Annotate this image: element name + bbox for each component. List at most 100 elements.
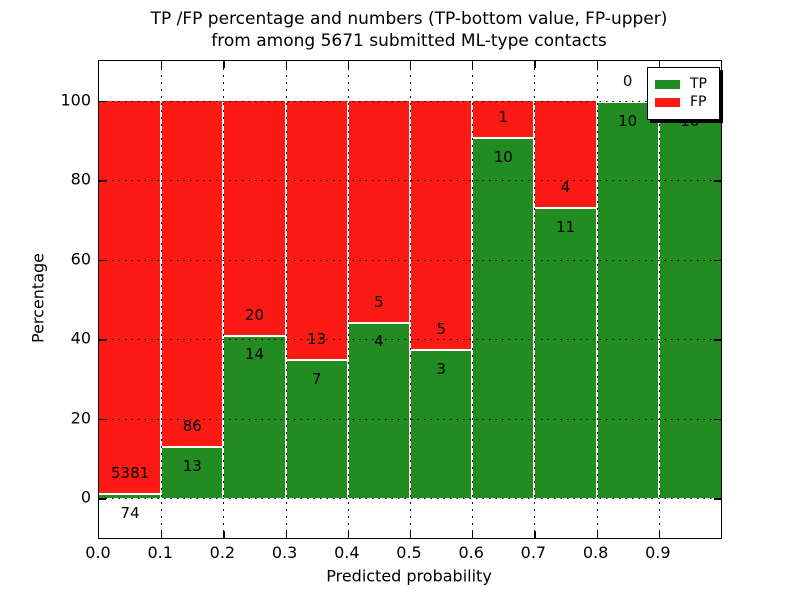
x-tick-label: 0.2 xyxy=(209,543,236,562)
x-tick-label: 0.9 xyxy=(645,543,671,562)
v-gridline xyxy=(285,61,287,538)
v-gridline xyxy=(472,61,474,538)
y-tick-mark xyxy=(99,100,106,103)
fp-legend-label: FP xyxy=(690,94,707,110)
fp-count-label: 13 xyxy=(307,330,327,349)
x-tick-mark xyxy=(410,531,412,538)
y-tick-label: 60 xyxy=(70,249,91,269)
fp-count-label: 4 xyxy=(560,177,571,196)
y-tick-mark xyxy=(714,498,721,500)
fp-count-label: 5 xyxy=(436,320,446,339)
plot-area: 538174861320141375453110411010010 TP FP xyxy=(98,60,722,539)
x-tick-mark xyxy=(534,61,536,68)
legend: TP FP xyxy=(647,67,720,120)
tp-count-label: 74 xyxy=(120,503,140,522)
x-tick-label: 0.6 xyxy=(458,543,484,562)
bar-segment-tp xyxy=(347,321,410,499)
tp-count-label: 3 xyxy=(436,360,446,379)
fp-count-label: 1 xyxy=(498,108,509,126)
x-tick-mark xyxy=(596,531,598,538)
x-tick-mark xyxy=(347,531,350,538)
x-tick-label: 0.7 xyxy=(520,543,547,562)
bar-segment-fp xyxy=(99,100,162,493)
y-tick-label: 100 xyxy=(60,90,91,110)
x-tick-label: 0.3 xyxy=(271,543,298,562)
x-tick-mark xyxy=(596,61,598,68)
bar-segment-tp xyxy=(596,100,659,499)
x-tick-label: 0.1 xyxy=(147,543,173,562)
tp-count-label: 14 xyxy=(244,345,265,364)
x-tick-mark xyxy=(472,61,474,68)
y-tick-mark xyxy=(714,418,721,421)
bar-segment-tp xyxy=(658,100,721,499)
fp-count-label: 5 xyxy=(374,292,384,311)
bar-segment-fp xyxy=(223,100,286,335)
x-axis-label: Predicted probability xyxy=(326,566,492,586)
y-tick-label: 20 xyxy=(70,408,91,428)
bar-segment-tp xyxy=(472,136,535,499)
bar-segment-tp xyxy=(534,206,597,499)
y-tick-mark xyxy=(714,339,721,341)
tp-legend-label: TP xyxy=(690,76,707,92)
fp-count-label: 0 xyxy=(622,71,633,90)
x-tick-mark xyxy=(658,61,661,68)
x-tick-mark xyxy=(658,531,661,538)
bar-segment-fp xyxy=(161,100,224,447)
y-tick-mark xyxy=(99,498,106,500)
bar-segment-fp xyxy=(347,100,410,322)
fp-count-label: 20 xyxy=(244,305,265,324)
y-tick-mark xyxy=(714,180,721,182)
x-tick-mark xyxy=(223,531,225,538)
chart-title: TP /FP percentage and numbers (TP-bottom… xyxy=(18,8,800,52)
tp-count-label: 10 xyxy=(618,111,638,130)
x-tick-mark xyxy=(410,61,412,68)
bar-segment-tp xyxy=(161,446,224,499)
x-tick-mark xyxy=(534,531,536,538)
tp-count-label: 7 xyxy=(311,370,322,388)
x-tick-mark xyxy=(161,61,163,68)
x-tick-label: 0.0 xyxy=(85,543,111,562)
v-gridline xyxy=(223,61,225,538)
tp-count-label: 11 xyxy=(555,217,576,236)
bar-segment-tp xyxy=(285,359,348,499)
v-gridline xyxy=(410,61,411,538)
x-tick-mark xyxy=(285,531,287,538)
y-tick-label: 80 xyxy=(70,169,91,189)
tp-legend-swatch xyxy=(655,80,680,89)
v-gridline xyxy=(534,61,536,538)
v-gridline xyxy=(161,61,163,538)
y-axis-label: Percentage xyxy=(28,252,48,344)
bar-segment-fp xyxy=(534,100,597,207)
legend-entry-fp: FP xyxy=(655,95,713,110)
legend-entry-tp: TP xyxy=(655,77,713,92)
y-tick-mark xyxy=(99,339,106,341)
chart-title-line2: from among 5671 submitted ML-type contac… xyxy=(211,31,607,51)
x-tick-label: 0.8 xyxy=(582,543,609,562)
x-tick-mark xyxy=(161,531,163,538)
fp-count-label: 5381 xyxy=(111,463,150,482)
bar-segment-tp xyxy=(223,334,286,499)
x-tick-label: 0.4 xyxy=(334,543,360,562)
bar-segment-tp xyxy=(99,492,162,499)
x-tick-mark xyxy=(347,61,350,68)
fp-count-label: 86 xyxy=(182,417,202,436)
y-tick-mark xyxy=(99,180,106,182)
y-tick-mark xyxy=(99,259,106,262)
x-tick-label: 0.5 xyxy=(396,543,422,562)
y-tick-mark xyxy=(99,418,106,421)
bar-segment-tp xyxy=(410,349,473,499)
x-tick-mark xyxy=(472,531,474,538)
v-gridline xyxy=(658,61,660,538)
y-tick-label: 0 xyxy=(80,487,91,507)
bar-segment-fp xyxy=(472,100,535,137)
tp-count-label: 4 xyxy=(374,332,384,351)
tp-count-label: 13 xyxy=(182,456,202,475)
v-gridline xyxy=(347,61,349,538)
tp-count-label: 10 xyxy=(493,147,513,166)
x-tick-mark xyxy=(223,61,225,68)
fp-legend-swatch xyxy=(655,98,680,107)
bar-segment-fp xyxy=(410,100,473,350)
y-tick-mark xyxy=(714,259,721,262)
x-tick-mark xyxy=(285,61,287,68)
